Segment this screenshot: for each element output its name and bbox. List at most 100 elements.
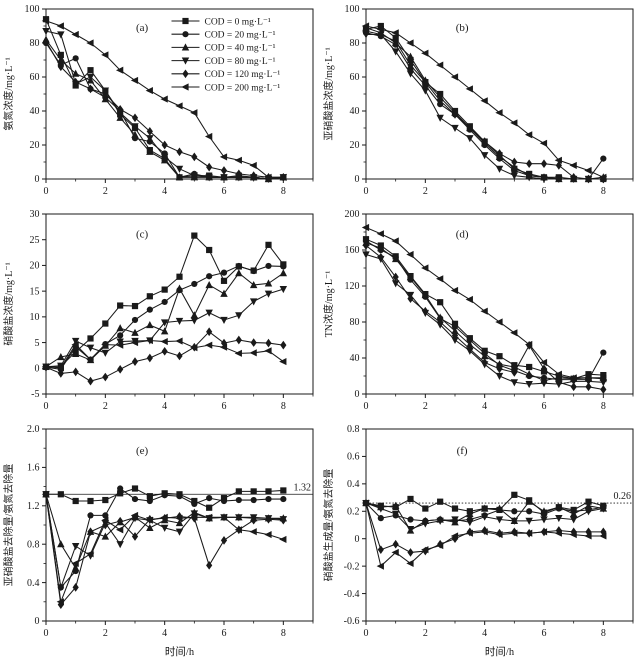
triangle-left-marker: [86, 355, 94, 364]
triangle-left-marker: [435, 542, 444, 550]
triangle-up-marker: [116, 324, 124, 332]
triangle-down-marker: [510, 517, 519, 525]
triangle-left-marker: [361, 223, 370, 232]
triangle-left-marker: [264, 347, 272, 355]
triangle-up-marker: [175, 519, 184, 527]
legend-label: COD = 20 mg·L⁻¹: [204, 31, 275, 41]
diamond-marker: [131, 357, 139, 366]
x-tick-label: 8: [601, 628, 606, 639]
triangle-left-marker: [56, 598, 64, 606]
triangle-up-marker: [421, 290, 430, 299]
triangle-left-marker: [361, 499, 370, 507]
triangle-down-marker: [249, 298, 258, 306]
square-marker: [407, 56, 414, 64]
diamond-marker: [451, 110, 459, 119]
triangle-down-marker: [235, 312, 243, 320]
triangle-up-marker: [57, 352, 65, 361]
square-marker: [57, 51, 64, 58]
diamond-marker: [250, 338, 257, 347]
diamond-marker: [146, 127, 153, 136]
square-marker: [131, 302, 139, 310]
diamond-marker: [176, 147, 183, 157]
triangle-down-marker: [466, 135, 474, 143]
triangle-down-marker: [220, 316, 228, 324]
triangle-up-marker: [57, 540, 65, 548]
diamond-marker: [600, 385, 607, 394]
diamond-marker: [146, 353, 153, 363]
legend-label: COD = 200 mg·L⁻¹: [204, 83, 280, 93]
x-tick-label: 6: [222, 401, 227, 412]
triangle-down-marker: [391, 510, 400, 519]
y-axis-title: 亚硝酸盐去除量/氨氮去除量: [2, 464, 15, 587]
triangle-up-marker: [480, 504, 489, 512]
triangle-down-marker: [131, 123, 139, 131]
triangle-left-marker: [554, 370, 562, 378]
triangle-down-marker: [86, 344, 95, 352]
triangle-down-marker: [190, 172, 199, 180]
triangle-left-marker: [41, 17, 50, 25]
triangle-left-marker: [145, 516, 153, 524]
triangle-up-marker: [584, 501, 593, 509]
legend-label: COD = 0 mg·L⁻¹: [204, 17, 270, 27]
triangle-up-marker: [175, 284, 184, 292]
x-tick-label: 8: [281, 628, 286, 639]
circle-marker: [191, 280, 198, 288]
triangle-left-marker: [480, 307, 488, 315]
triangle-left-marker: [465, 85, 473, 93]
subplot-c: 0 2 4 6 8 -5 0 5 10 15 20 25 30 硝酸盐浓度/mg·L⁻¹ (c): [0, 205, 320, 420]
legend: COD = 0 mg·L⁻¹ COD = 20 mg·L⁻¹ COD = 40 mg…: [171, 17, 280, 93]
diamond-marker: [392, 272, 399, 282]
y-tick-label: 0.2: [347, 506, 360, 517]
triangle-left-marker: [219, 153, 228, 161]
triangle-up-marker: [220, 289, 228, 297]
triangle-down-marker: [540, 516, 548, 524]
triangle-left-marker: [450, 286, 459, 295]
triangle-down-marker: [220, 174, 228, 182]
diamond-marker: [102, 372, 109, 382]
triangle-down-marker: [264, 290, 273, 298]
triangle-left-marker: [56, 364, 64, 372]
triangle-down-marker: [480, 513, 489, 521]
diamond-marker: [102, 89, 109, 99]
square-marker: [220, 277, 228, 284]
triangle-left-marker: [421, 264, 429, 272]
square-marker: [146, 293, 153, 300]
triangle-left-marker: [249, 349, 257, 357]
triangle-down-marker: [116, 541, 124, 549]
y-tick-label: 40: [30, 106, 40, 117]
triangle-left-marker: [41, 363, 50, 371]
circle-marker: [407, 516, 414, 523]
diamond-marker: [280, 340, 287, 350]
diamond-marker: [250, 515, 257, 525]
square-marker: [102, 320, 109, 327]
x-tick-label: 6: [542, 186, 547, 197]
triangle-up-marker: [146, 523, 154, 531]
diamond-marker: [87, 84, 94, 94]
triangle-left-marker: [495, 318, 503, 326]
circle-marker: [72, 55, 79, 62]
diamond-marker: [540, 159, 548, 169]
triangle-up-marker: [116, 113, 124, 121]
triangle-left-marker: [510, 329, 518, 337]
reference-line-label: 0.26: [614, 491, 632, 502]
circle-marker: [600, 349, 607, 356]
triangle-left-marker: [524, 529, 533, 537]
square-marker: [526, 363, 533, 371]
subplot-f: 0 2 4 6 8 -0.6 -0.4 -0.2 0 0.2 0.4 0.6 0.8 硝酸盐生成量/氨氮去…: [320, 420, 640, 665]
x-tick-label: 4: [482, 628, 487, 639]
diamond-marker: [117, 364, 124, 374]
circle-marker: [280, 495, 287, 503]
y-tick-label: 10: [30, 312, 40, 323]
square-marker: [511, 491, 518, 498]
square-marker: [422, 505, 429, 512]
square-marker: [265, 241, 272, 248]
triangle-down-marker: [466, 519, 474, 527]
triangle-down-marker: [377, 505, 385, 513]
triangle-up-marker: [540, 507, 548, 515]
panel-label: (d): [456, 228, 469, 240]
y-tick-label: 0.8: [347, 424, 360, 435]
y-tick-label: 0: [355, 534, 360, 545]
triangle-down-marker: [525, 381, 533, 389]
y-tick-label: 0.4: [347, 479, 360, 490]
